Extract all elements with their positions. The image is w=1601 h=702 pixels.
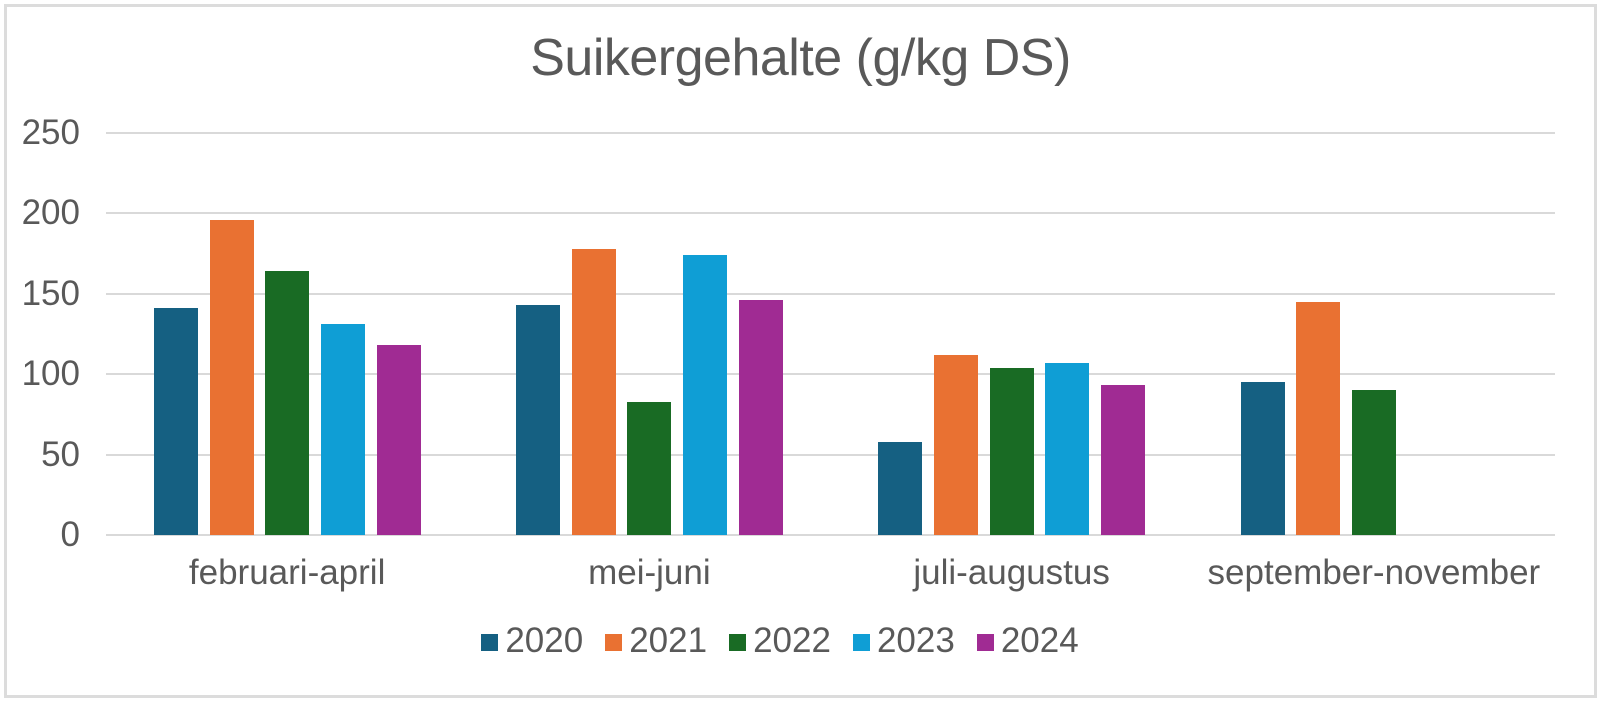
legend-item-2022: 2022 <box>729 618 831 664</box>
gridline-250 <box>106 132 1555 134</box>
y-tick-label-150: 150 <box>21 273 80 313</box>
y-tick-label-200: 200 <box>21 193 80 233</box>
category-label-mei-juni: mei-juni <box>588 553 711 592</box>
bar-2021-september-november <box>1296 301 1341 535</box>
bar-2022-mei-juni <box>627 401 672 535</box>
y-tick-label-100: 100 <box>21 354 80 394</box>
bar-2021-mei-juni <box>571 248 616 535</box>
legend-swatch-2020 <box>481 634 499 651</box>
legend: 2020 2021 2022 2023 2024 <box>0 618 1560 664</box>
bar-2022-februari-april <box>265 271 310 535</box>
chart-title: Suikergehalte (g/kg DS) <box>530 29 1071 87</box>
legend-swatch-2024 <box>976 634 994 651</box>
y-tick-label-0: 0 <box>60 515 80 554</box>
legend-label-2021: 2021 <box>629 621 708 660</box>
gridline-150 <box>106 292 1555 295</box>
bar-2022-september-november <box>1351 390 1396 535</box>
y-tick-label-250: 250 <box>21 113 80 152</box>
legend-label-2023: 2023 <box>876 621 955 660</box>
category-label-juli-augustus: juli-augustus <box>913 553 1110 592</box>
bar-2020-september-november <box>1240 382 1285 535</box>
legend-swatch-2022 <box>729 634 747 651</box>
bar-2024-februari-april <box>376 345 421 535</box>
category-label-september-november: september-november <box>1207 553 1541 592</box>
bar-2021-juli-augustus <box>934 354 978 535</box>
bar-2024-juli-augustus <box>1101 385 1146 535</box>
bar-2023-mei-juni <box>683 255 728 535</box>
legend-item-2024: 2024 <box>976 618 1079 664</box>
bar-2022-juli-augustus <box>989 367 1034 535</box>
gridline-50 <box>106 453 1555 456</box>
bar-2021-februari-april <box>209 219 254 535</box>
bar-2020-februari-april <box>153 308 198 535</box>
bar-2023-februari-april <box>320 324 365 535</box>
category-label-februari-april: februari-april <box>188 553 386 592</box>
bar-2024-mei-juni <box>738 300 783 535</box>
legend-swatch-2023 <box>852 634 870 651</box>
bar-2020-mei-juni <box>516 305 561 535</box>
y-tick-label-50: 50 <box>41 434 80 474</box>
gridline-200 <box>106 212 1555 215</box>
legend-item-2020: 2020 <box>481 618 583 664</box>
gridline-100 <box>106 373 1555 376</box>
legend-label-2022: 2022 <box>753 621 831 660</box>
legend-item-2023: 2023 <box>852 618 955 664</box>
legend-item-2021: 2021 <box>605 618 707 664</box>
bar-2020-juli-augustus <box>878 441 923 535</box>
gridline-0 <box>106 534 1555 536</box>
legend-label-2020: 2020 <box>505 621 584 660</box>
bar-2023-juli-augustus <box>1045 362 1090 535</box>
legend-label-2024: 2024 <box>1000 621 1079 660</box>
legend-swatch-2021 <box>605 634 623 651</box>
